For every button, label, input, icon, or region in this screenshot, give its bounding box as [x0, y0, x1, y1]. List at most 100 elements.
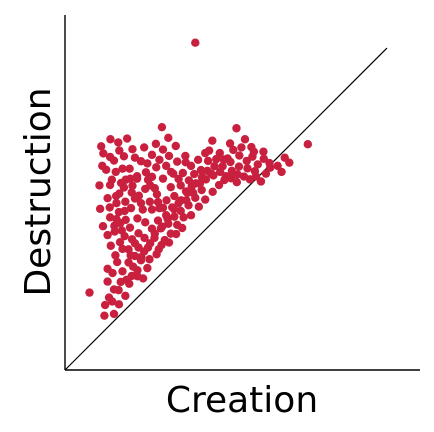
scatter-point [119, 152, 129, 161]
scatter-point [166, 182, 175, 192]
scatter-point [125, 164, 134, 173]
scatter-point [98, 222, 108, 231]
scatter-point [106, 241, 115, 250]
scatter-point [253, 160, 262, 169]
scatter-point [132, 174, 142, 183]
scatter-point [155, 155, 164, 165]
scatter-point [126, 251, 135, 260]
scatter-point [226, 157, 235, 167]
scatter-point [164, 151, 174, 161]
scatter-point [130, 194, 140, 203]
scatter-point [127, 235, 137, 244]
scatter-point [277, 167, 286, 177]
scatter-point [138, 274, 148, 283]
plot-area [64, 15, 420, 371]
scatter-point [177, 223, 187, 233]
scatter-point [143, 159, 152, 168]
scatter-point [133, 214, 142, 223]
scatter-point [136, 256, 146, 265]
scatter-point [196, 165, 206, 175]
scatter-point [152, 190, 162, 199]
scatter-point [210, 162, 219, 171]
scatter-point [285, 158, 294, 167]
scatter-point [122, 134, 132, 143]
scatter-point [99, 149, 108, 158]
scatter-point [225, 139, 235, 148]
scatter-point [170, 191, 179, 201]
scatter-point [162, 196, 171, 205]
scatter-point [191, 38, 200, 47]
scatter-point [124, 258, 133, 267]
scatter-point [141, 168, 151, 177]
scatter-point [126, 203, 136, 213]
scatter-point [141, 218, 150, 227]
scatter-point [166, 167, 176, 177]
scatter-point [143, 263, 152, 273]
scatter-point [243, 164, 252, 173]
scatter-point [179, 213, 188, 222]
scatter-point [100, 300, 110, 310]
scatter-point [256, 177, 266, 186]
scatter-point [130, 153, 140, 162]
scatter-point [209, 171, 218, 180]
scatter-point [214, 180, 224, 190]
scatter-point [176, 181, 185, 190]
scatter-point [203, 166, 212, 176]
scatter-point [147, 150, 157, 160]
scatter-point [112, 257, 122, 267]
scatter-point [181, 158, 190, 167]
scatter-point [229, 145, 238, 155]
scatter-point [147, 172, 157, 182]
scatter-point [181, 187, 191, 196]
scatter-point [119, 183, 129, 192]
diagonal-reference-line [64, 47, 388, 371]
scatter-point [178, 168, 188, 178]
scatter-point [174, 174, 183, 184]
scatter-point [105, 180, 115, 190]
scatter-point [146, 181, 155, 190]
scatter-point [134, 229, 143, 238]
scatter-point [201, 175, 211, 184]
scatter-point [168, 203, 177, 212]
scatter-point [164, 133, 173, 143]
scatter-point [232, 124, 241, 133]
scatter-point [109, 156, 119, 165]
scatter-point [133, 266, 142, 275]
scatter-point [145, 255, 154, 264]
scatter-point [153, 216, 163, 225]
scatter-point [208, 136, 217, 145]
y-axis-title: Destruction [18, 87, 59, 296]
scatter-point [201, 195, 210, 204]
scatter-point [233, 170, 242, 179]
scatter-point [118, 267, 127, 276]
scatter-point [161, 211, 171, 220]
scatter-point [136, 198, 146, 208]
scatter-point [212, 154, 221, 164]
scatter-point [140, 233, 149, 243]
scatter-point [174, 198, 183, 208]
scatter-point [152, 163, 161, 172]
scatter-point [128, 144, 137, 154]
scatter-point [265, 158, 274, 168]
scatter-point [259, 147, 268, 156]
scatter-point [157, 240, 166, 250]
scatter-point [108, 297, 117, 306]
scatter-point [235, 151, 244, 160]
scatter-point [164, 238, 174, 247]
scatter-point [139, 143, 149, 152]
scatter-point [186, 211, 196, 220]
scatter-point [150, 229, 160, 238]
scatter-point [101, 165, 111, 174]
scatter-point [164, 219, 173, 228]
scatter-point [95, 204, 105, 214]
scatter-point [138, 205, 147, 214]
scatter-point [114, 285, 123, 295]
scatter-point [103, 230, 112, 240]
scatter-point [237, 143, 246, 152]
scatter-point [195, 179, 205, 188]
scatter-point [197, 185, 206, 195]
scatter-point [182, 196, 191, 205]
scatter-point [234, 162, 244, 171]
scatter-point [208, 187, 217, 196]
x-axis-title: Creation [166, 380, 318, 421]
